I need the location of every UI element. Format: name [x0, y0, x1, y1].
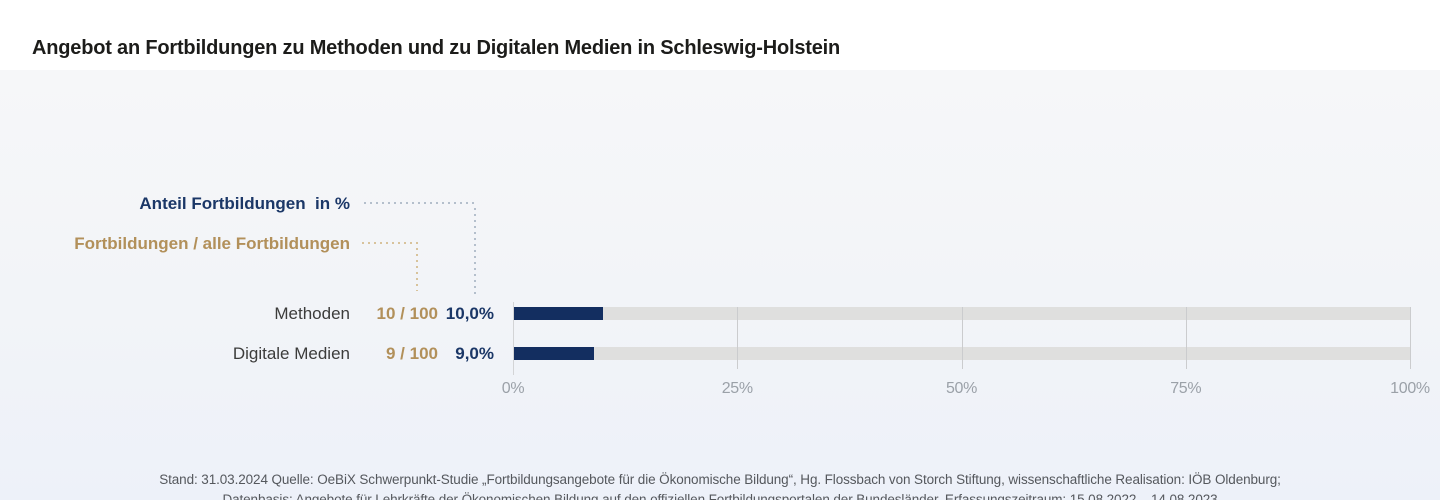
axis-tick-75: 75% [1170, 380, 1202, 397]
chart-area: Anteil Fortbildungen in % Fortbildungen … [0, 70, 1440, 500]
source-note: Stand: 31.03.2024 Quelle: OeBiX Schwerpu… [0, 470, 1440, 500]
legend-ratio-label: Fortbildungen / alle Fortbildungen [74, 234, 350, 253]
ratio-value-methoden: 10 / 100 [376, 304, 438, 323]
axis-tick-100: 100% [1390, 380, 1430, 397]
header: Angebot an Fortbildungen zu Methoden und… [0, 0, 1440, 70]
legend-ratio-connector-vertical [416, 248, 418, 291]
gridline-50 [961, 307, 963, 369]
axis-tick-25: 25% [721, 380, 753, 397]
gridline-100 [1410, 307, 1411, 369]
axis-tick-50: 50% [945, 380, 978, 397]
page-title: Angebot an Fortbildungen zu Methoden und… [32, 36, 841, 59]
gridline-25 [737, 307, 739, 369]
percent-value-digitale-medien: 9,0% [455, 344, 494, 363]
ratio-value-digitale-medien: 9 / 100 [386, 344, 438, 363]
category-label-methoden: Methoden [274, 304, 350, 323]
bar-fill-digitale-medien [513, 347, 594, 360]
legend-share-connector-vertical [474, 208, 476, 294]
percent-value-methoden: 10,0% [445, 304, 494, 323]
plot-area [513, 302, 1411, 375]
axis-tick-0: 0% [501, 380, 525, 397]
legend-share-connector-horizontal [364, 202, 476, 204]
gridline-75 [1185, 307, 1187, 369]
category-label-digitale-medien: Digitale Medien [232, 344, 350, 363]
x-axis: 0% 25% 50% 75% 100% [502, 380, 1430, 400]
source-note-line2: Datenbasis: Angebote für Lehrkräfte der … [222, 492, 1218, 500]
bar-fill-methoden [513, 307, 603, 320]
legend-ratio-connector-horizontal [362, 242, 418, 244]
legend-share-label: Anteil Fortbildungen in % [139, 194, 350, 213]
gridline-0 [513, 302, 514, 375]
source-note-line1: Stand: 31.03.2024 Quelle: OeBiX Schwerpu… [159, 472, 1281, 487]
